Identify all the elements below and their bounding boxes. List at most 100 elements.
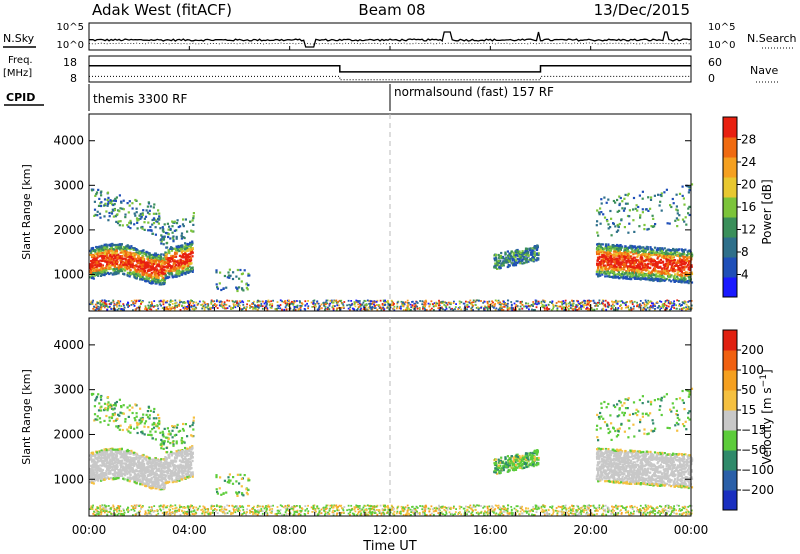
data-cell	[630, 300, 633, 302]
data-cell	[641, 208, 644, 211]
data-cell	[629, 275, 632, 278]
data-cell	[159, 303, 162, 306]
data-cell	[642, 248, 645, 251]
data-cell	[657, 306, 660, 309]
data-cell	[434, 305, 437, 307]
data-cell	[190, 306, 192, 308]
data-cell	[589, 308, 591, 311]
data-cell	[549, 301, 551, 303]
colorbar-bin	[723, 217, 737, 238]
data-cell	[112, 215, 115, 218]
data-cell	[92, 299, 94, 302]
data-cell	[468, 301, 470, 304]
data-cell	[228, 305, 231, 308]
data-cell	[673, 249, 676, 253]
data-cell	[109, 253, 112, 256]
data-cell	[139, 217, 142, 220]
data-cell	[642, 275, 645, 278]
data-cell	[496, 300, 498, 302]
data-cell	[108, 305, 111, 308]
data-cell	[451, 307, 453, 310]
data-cell	[162, 276, 165, 279]
data-cell	[686, 257, 689, 260]
data-cell	[105, 257, 108, 260]
data-cell	[648, 274, 651, 277]
data-cell	[89, 266, 92, 269]
data-cell	[189, 300, 192, 303]
data-cell	[663, 277, 666, 280]
data-cell	[470, 307, 473, 310]
data-cell	[147, 201, 150, 204]
data-cell	[666, 256, 670, 259]
data-cell	[90, 302, 93, 305]
data-cell	[598, 213, 601, 216]
data-cell	[524, 252, 527, 255]
data-cell	[182, 218, 185, 221]
data-cell	[285, 304, 288, 307]
data-cell	[610, 261, 613, 264]
data-cell	[628, 257, 632, 260]
data-cell	[688, 266, 691, 269]
data-cell	[683, 277, 686, 280]
data-cell	[359, 305, 362, 308]
data-cell	[277, 307, 280, 309]
data-cell	[511, 256, 514, 259]
data-cell	[116, 256, 119, 259]
data-cell	[125, 261, 128, 264]
data-cell	[112, 272, 115, 275]
data-cell	[182, 306, 185, 309]
data-cell	[264, 301, 267, 304]
data-cell	[656, 251, 659, 254]
data-cell	[104, 305, 107, 307]
data-cell	[671, 197, 674, 201]
data-cell	[521, 304, 524, 306]
data-cell	[676, 259, 679, 262]
data-cell	[433, 309, 435, 311]
data-cell	[621, 207, 624, 210]
data-cell	[383, 308, 386, 310]
data-cell	[127, 260, 130, 263]
station-title: Adak West (fitACF)	[92, 1, 232, 19]
data-cell	[407, 302, 410, 304]
data-cell	[502, 257, 505, 260]
data-cell	[457, 308, 460, 310]
data-cell	[658, 254, 661, 258]
data-cell	[256, 300, 259, 302]
data-cell	[584, 300, 587, 302]
data-cell	[126, 224, 129, 227]
data-cell	[323, 304, 326, 307]
data-cell	[656, 272, 659, 275]
data-cell	[94, 263, 97, 267]
data-cell	[682, 257, 685, 260]
data-cell	[690, 271, 693, 274]
data-cell	[613, 267, 616, 270]
data-cell	[670, 251, 673, 255]
data-cell	[673, 275, 676, 278]
data-cell	[506, 258, 509, 262]
data-cell	[672, 256, 675, 259]
data-cell	[144, 306, 147, 309]
data-cell	[307, 307, 309, 310]
data-cell	[223, 274, 226, 278]
data-cell	[421, 300, 424, 303]
data-cell	[124, 252, 128, 255]
data-cell	[149, 205, 152, 208]
data-cell	[99, 262, 102, 265]
data-cell	[106, 272, 110, 275]
data-cell	[96, 307, 98, 310]
data-cell	[225, 286, 228, 289]
data-cell	[543, 307, 546, 309]
data-cell	[119, 269, 122, 272]
data-cell	[131, 266, 134, 269]
data-cell	[250, 306, 253, 308]
data-cell	[621, 262, 624, 265]
data-cell	[294, 308, 297, 311]
data-cell	[266, 308, 269, 311]
data-cell	[683, 263, 686, 266]
data-cell	[661, 267, 664, 270]
data-cell	[137, 274, 140, 277]
data-cell	[178, 274, 181, 278]
data-cell	[117, 269, 120, 272]
data-cell	[123, 265, 126, 268]
data-cell	[617, 249, 620, 252]
